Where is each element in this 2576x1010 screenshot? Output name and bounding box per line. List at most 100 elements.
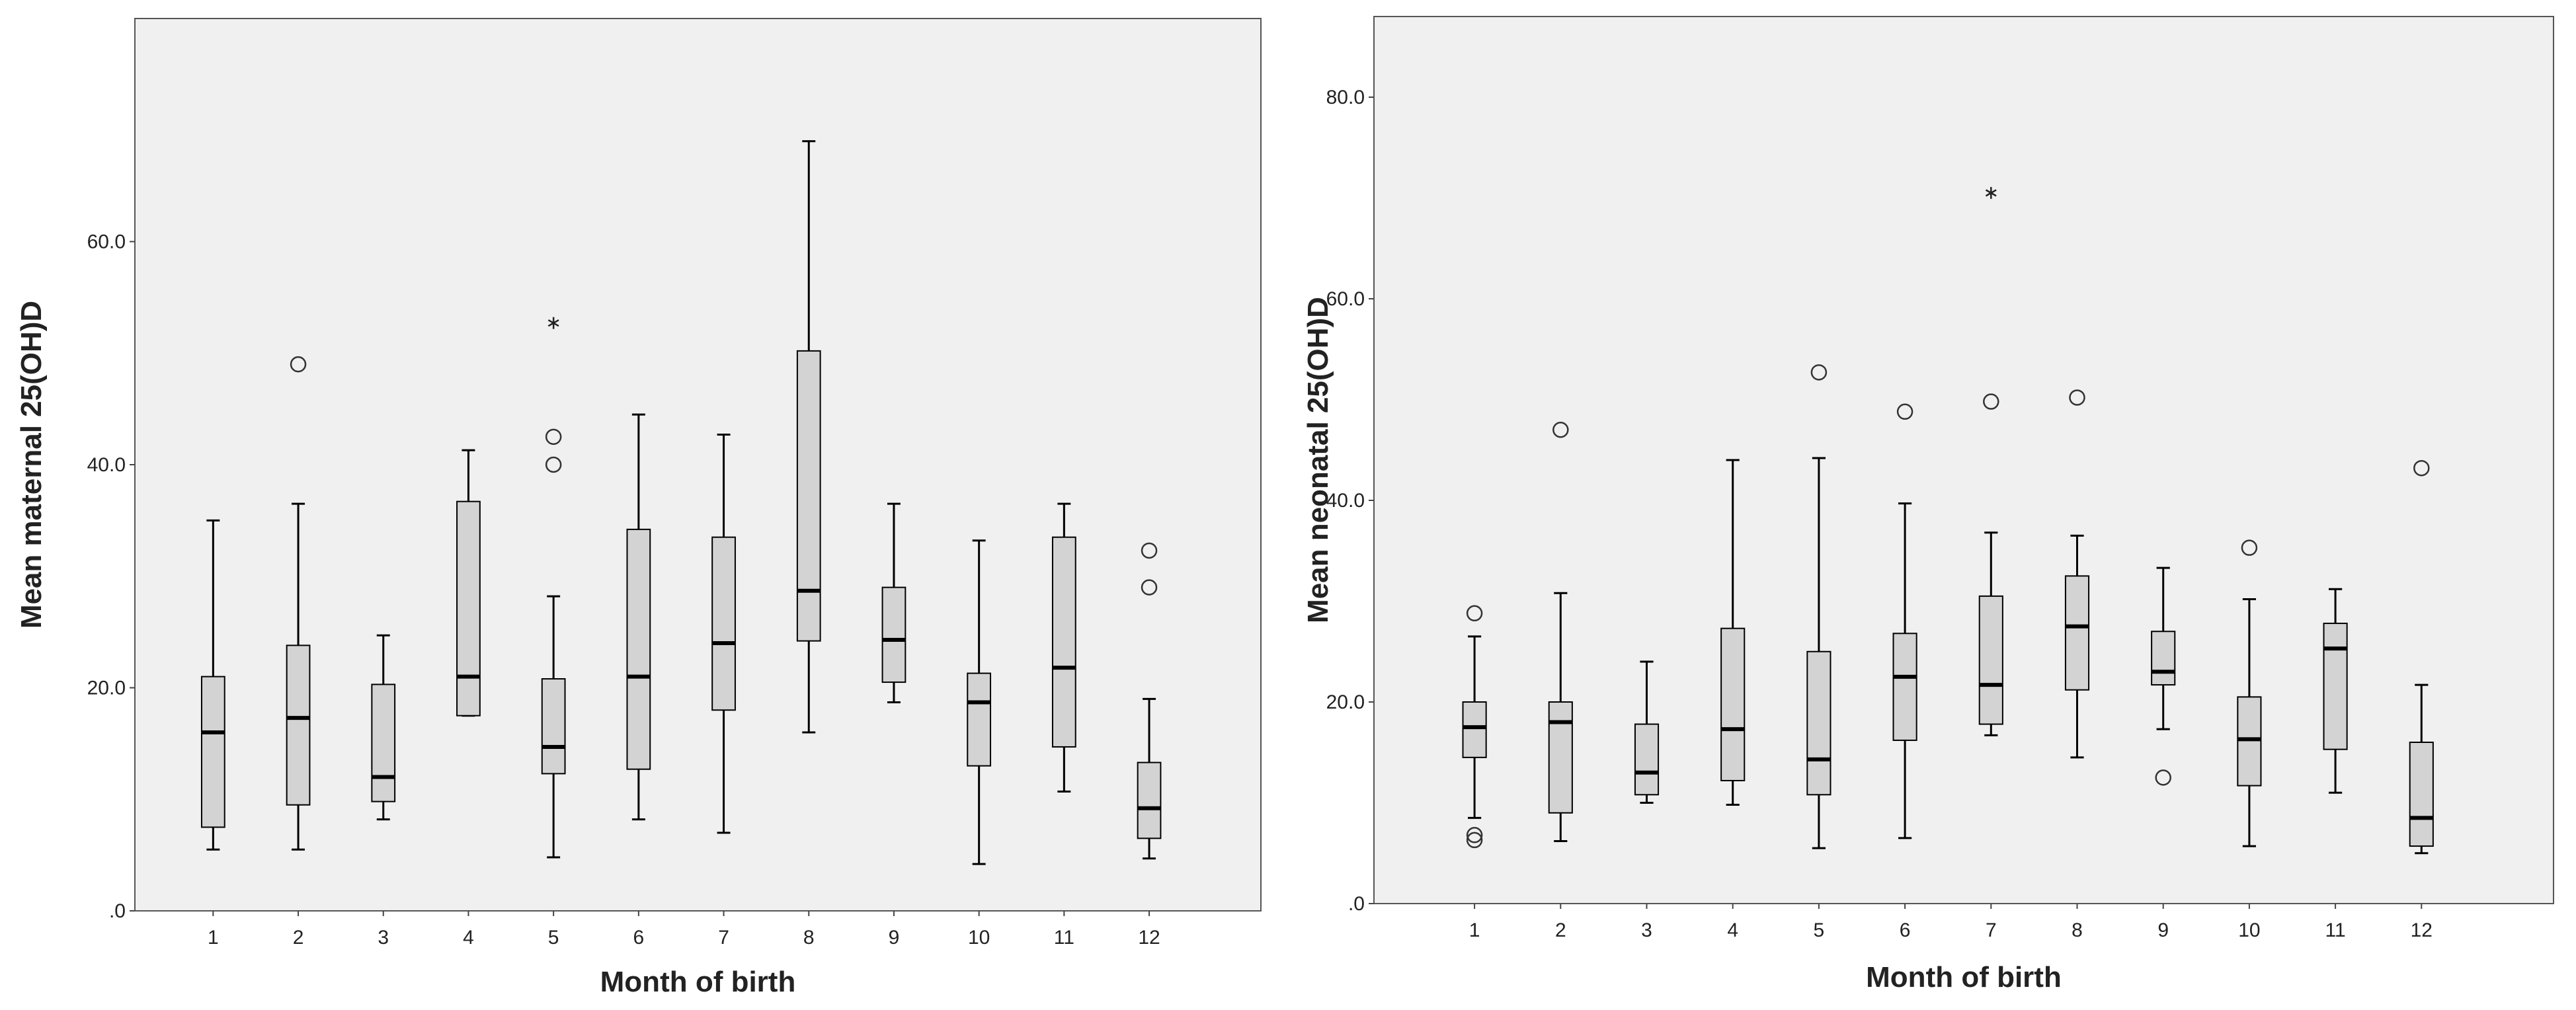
outlier-point (545, 456, 562, 473)
outlier-point (2413, 459, 2430, 477)
outlier-point (2241, 539, 2258, 556)
outlier-point (545, 428, 562, 446)
outlier-point (1896, 403, 1913, 420)
box-month-7 (1978, 186, 2003, 736)
box-month-11 (1051, 502, 1076, 793)
box-month-2 (1548, 422, 1573, 842)
y-tick-label: 20.0 (87, 678, 126, 699)
x-tick-label: 5 (548, 927, 559, 949)
iqr-box (371, 683, 396, 802)
box-month-9 (881, 502, 906, 703)
outlier-point (1552, 422, 1569, 438)
iqr-box (541, 678, 566, 775)
outlier-point (1810, 364, 1828, 381)
iqr-box (1051, 536, 1076, 748)
iqr-box (2064, 575, 2090, 691)
outlier-point (1466, 827, 1483, 843)
box-month-10 (2237, 539, 2262, 847)
box-month-5 (1806, 364, 1831, 849)
y-axis-title: Mean neonatal 25(OH)D (1302, 297, 1334, 623)
outlier-point (1983, 393, 1999, 410)
x-tick-label: 6 (633, 927, 645, 949)
iqr-box (1978, 595, 2003, 725)
iqr-box (2237, 696, 2262, 787)
x-tick-label: 11 (2325, 919, 2346, 941)
extreme-mark (1985, 189, 1997, 197)
x-tick-label: 6 (1900, 919, 1911, 941)
x-tick-label: 1 (208, 927, 219, 949)
iqr-box (1720, 627, 1746, 781)
outlier-point (1141, 542, 1158, 559)
box-month-3 (371, 634, 396, 821)
box-month-3 (1634, 660, 1660, 804)
y-tick-label: 40.0 (1326, 490, 1365, 512)
iqr-box (456, 500, 481, 717)
x-tick-label: 9 (2157, 919, 2169, 941)
iqr-box (626, 528, 651, 770)
iqr-box (711, 536, 736, 711)
iqr-box (286, 644, 311, 806)
x-tick-label: 8 (2072, 919, 2083, 941)
outlier-point (1141, 579, 1158, 596)
box-month-7 (711, 433, 736, 834)
x-tick-label: 4 (463, 927, 474, 949)
x-axis-title: Month of birth (600, 966, 796, 998)
y-tick-label: 60.0 (87, 231, 126, 253)
y-tick-label: .0 (1348, 893, 1365, 915)
outlier-point (1466, 832, 1483, 849)
y-tick-label: .0 (109, 900, 126, 922)
y-tick-label: 60.0 (1326, 288, 1365, 310)
box-month-9 (2151, 566, 2176, 786)
outlier-point (2069, 389, 2085, 406)
x-tick-label: 1 (1469, 919, 1480, 941)
y-tick-label: 20.0 (1326, 691, 1365, 713)
box-month-1 (200, 519, 225, 851)
x-axis-title: Month of birth (1866, 961, 2062, 993)
iqr-box (2409, 742, 2434, 847)
x-tick-label: 12 (1138, 927, 1160, 949)
box-month-4 (456, 449, 481, 717)
box-month-1 (1462, 605, 1487, 849)
x-tick-label: 12 (2411, 919, 2433, 941)
box-month-8 (2064, 389, 2090, 759)
iqr-box (796, 350, 821, 642)
iqr-box (1548, 701, 1573, 814)
extreme-point (1985, 186, 1997, 199)
outlier-point (1466, 605, 1483, 622)
outlier-point (290, 356, 307, 373)
x-tick-label: 7 (1986, 919, 1997, 941)
x-tick-label: 2 (293, 927, 304, 949)
x-tick-label: 9 (889, 927, 900, 949)
x-tick-label: 11 (1054, 927, 1074, 949)
x-tick-label: 5 (1814, 919, 1825, 941)
box-month-12 (2409, 459, 2434, 855)
iqr-box (200, 676, 225, 828)
box-month-10 (967, 539, 992, 865)
x-tick-label: 10 (2238, 919, 2260, 941)
box-month-5 (541, 317, 566, 859)
outlier-point (2155, 769, 2171, 786)
box-month-6 (626, 413, 651, 821)
x-tick-label: 3 (378, 927, 389, 949)
y-tick-label: 40.0 (87, 454, 126, 476)
y-tick-label: 80.0 (1326, 87, 1365, 108)
iqr-box (967, 672, 992, 767)
x-tick-label: 8 (803, 927, 815, 949)
iqr-box (2151, 631, 2176, 686)
iqr-box (881, 586, 906, 683)
extreme-point (547, 317, 559, 329)
box-month-12 (1137, 542, 1162, 860)
box-month-8 (796, 140, 821, 734)
iqr-box (1137, 761, 1162, 839)
box-month-11 (2323, 588, 2348, 794)
iqr-box (1892, 633, 1917, 741)
x-tick-label: 4 (1727, 919, 1738, 941)
box-month-2 (286, 356, 311, 851)
x-tick-label: 10 (968, 927, 990, 949)
y-axis-title: Mean maternal 25(OH)D (15, 301, 48, 629)
x-tick-label: 7 (718, 927, 729, 949)
box-month-4 (1720, 459, 1746, 806)
